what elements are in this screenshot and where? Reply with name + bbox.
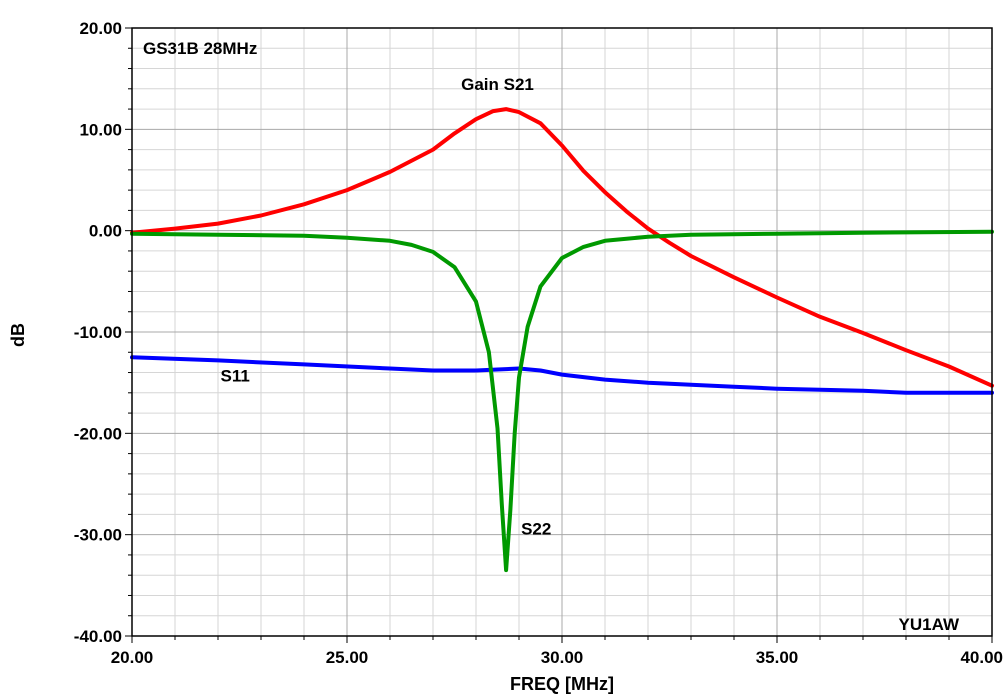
y-tick-label: 20.00 [79,19,122,38]
series-line-s22 [130,229,994,573]
x-tick-label: 30.00 [541,648,584,667]
y-tick-label: -10.00 [74,323,122,342]
series-label-s22: S22 [521,520,551,539]
x-tick-label: 25.00 [326,648,369,667]
series-label-gain-s21: Gain S21 [461,75,534,94]
y-tick-label: -40.00 [74,627,122,646]
series-labels: Gain S21 S22 S11 [221,75,552,539]
y-axis-title: dB [8,323,28,347]
x-axis-title: FREQ [MHz] [510,674,614,694]
series-layer [130,107,994,573]
chart-title: GS31B 28MHz [143,39,257,58]
annotation-label: YU1AW [899,615,960,634]
x-tick-label: 20.00 [111,648,154,667]
x-tick-label: 40.00 [960,648,1003,667]
x-tick-label: 35.00 [756,648,799,667]
plot-frame [131,27,993,637]
y-tick-label: 0.00 [89,222,122,241]
tick-labels: 20.00 10.00 0.00 -10.00 -20.00 -30.00 -40.00 20… [74,19,1003,667]
major-gridlines [132,28,992,636]
y-tick-label: -30.00 [74,526,122,545]
series-label-s11: S11 [221,367,250,386]
y-tick-label: 10.00 [79,120,122,139]
y-tick-label: -20.00 [74,424,122,443]
series-line-gain-s21 [130,107,994,388]
series-line-s11 [130,355,994,395]
